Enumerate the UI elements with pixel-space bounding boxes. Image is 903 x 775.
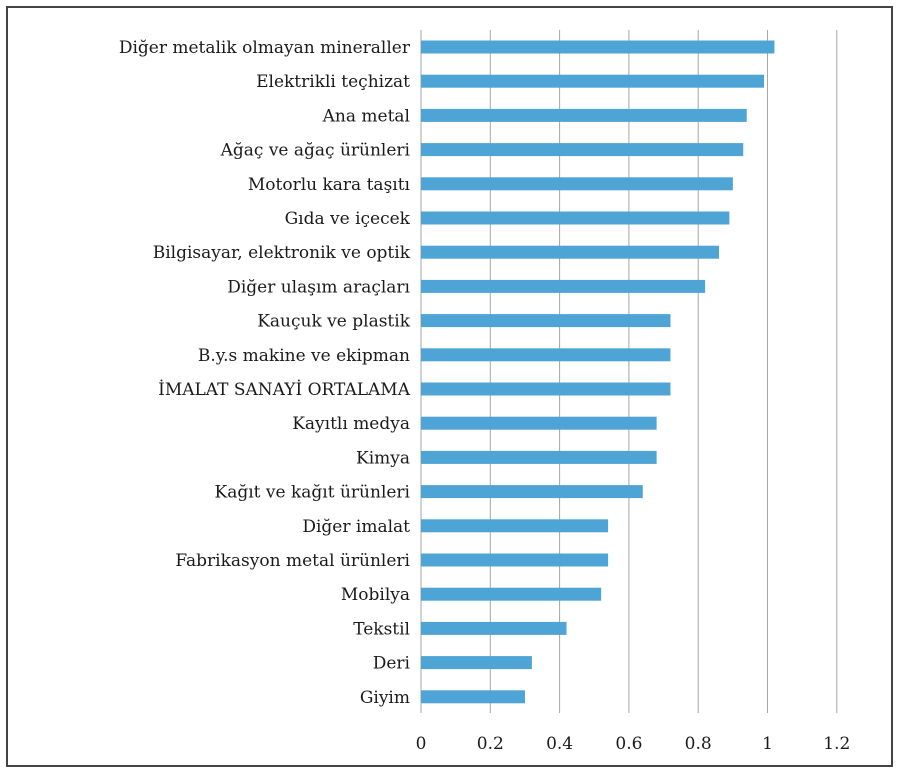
- category-label: Kağıt ve kağıt ürünleri: [215, 483, 411, 503]
- category-label: B.y.s makine ve ekipman: [198, 346, 410, 366]
- bar: [421, 177, 733, 191]
- bar: [421, 382, 671, 396]
- category-label: Kayıtlı medya: [292, 414, 410, 434]
- category-label: Elektrikli teçhizat: [256, 72, 410, 92]
- bar: [421, 621, 567, 635]
- bar: [421, 143, 744, 157]
- x-tick-label: 0.8: [685, 734, 712, 754]
- bars: [421, 40, 775, 704]
- category-label: Kauçuk ve plastik: [257, 312, 410, 332]
- category-label: Gıda ve içecek: [285, 209, 411, 229]
- x-tick-label: 0.2: [477, 734, 504, 754]
- bar: [421, 416, 657, 430]
- category-labels: Diğer metalik olmayan mineraller Elektrik…: [119, 38, 411, 708]
- bar: [421, 245, 719, 259]
- category-label: Giyim: [360, 688, 410, 708]
- bar: [421, 587, 602, 601]
- bar: [421, 314, 671, 328]
- category-label: Diğer imalat: [302, 517, 410, 537]
- bar: [421, 108, 747, 122]
- bar: [421, 519, 609, 533]
- category-label: Mobilya: [341, 585, 410, 605]
- x-tick-label: 0.4: [546, 734, 573, 754]
- category-label: Bilgisayar, elektronik ve optik: [153, 243, 411, 263]
- x-tick-label: 1.2: [823, 734, 850, 754]
- bar: [421, 40, 775, 54]
- bar: [421, 450, 657, 464]
- bar: [421, 348, 671, 362]
- bar: [421, 553, 609, 567]
- bar: [421, 656, 532, 670]
- category-label: Deri: [373, 654, 411, 674]
- bar: [421, 485, 643, 499]
- bar: [421, 211, 730, 225]
- bar: [421, 279, 706, 293]
- bar: [421, 74, 765, 88]
- category-label: Diğer metalik olmayan mineraller: [119, 38, 411, 58]
- category-label: Fabrikasyon metal ürünleri: [175, 551, 410, 571]
- category-label: Ana metal: [322, 106, 410, 126]
- category-label: Diğer ulaşım araçları: [227, 277, 410, 297]
- category-label: Motorlu kara taşıtı: [248, 175, 411, 195]
- gridlines: [420, 30, 838, 713]
- x-tick-labels: 0 0.2 0.4 0.6 0.8 1 1.2: [416, 734, 851, 754]
- category-label: Tekstil: [353, 619, 410, 639]
- bar: [421, 690, 525, 704]
- category-label: Kimya: [356, 448, 410, 468]
- x-tick-label: 0: [416, 734, 427, 754]
- x-tick-label: 1: [762, 734, 773, 754]
- x-tick-label: 0.6: [615, 734, 642, 754]
- category-label: İMALAT SANAYİ ORTALAMA: [158, 379, 411, 400]
- category-label: Ağaç ve ağaç ürünleri: [220, 141, 411, 161]
